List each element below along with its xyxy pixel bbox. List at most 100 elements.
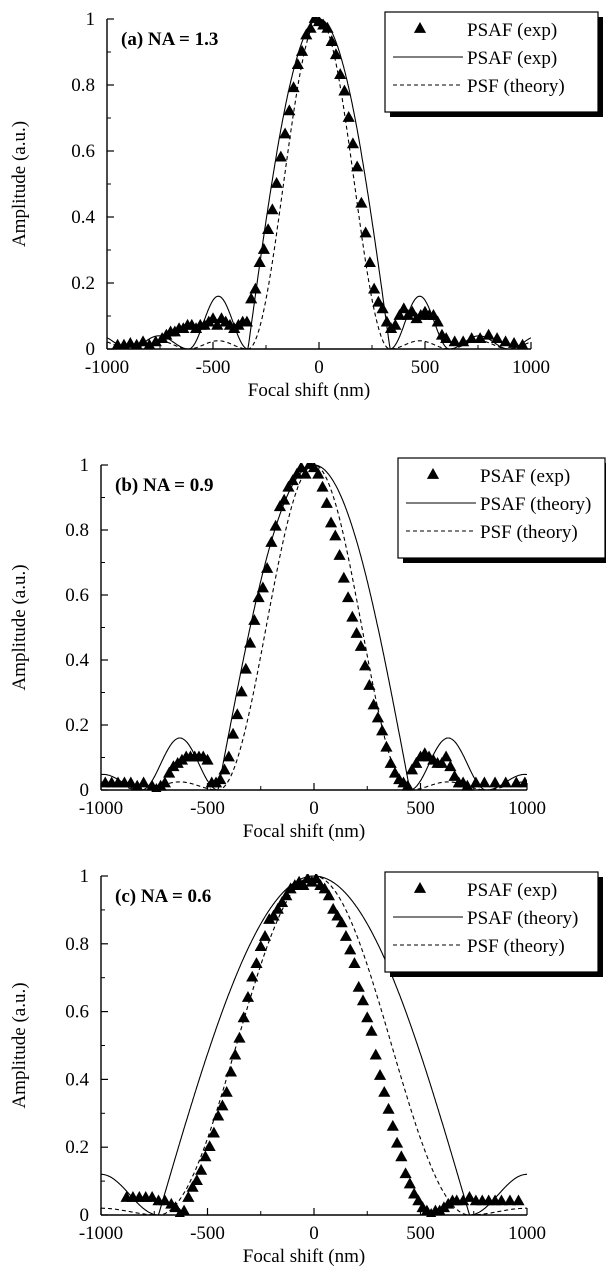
data-point — [403, 1177, 416, 1189]
data-point — [131, 779, 144, 791]
data-point — [325, 35, 338, 46]
y-tick-label: 0.6 — [65, 1002, 89, 1023]
data-point — [378, 1085, 391, 1097]
plot-area — [101, 463, 527, 792]
y-tick-label: 0.2 — [65, 715, 89, 736]
data-point — [233, 1031, 246, 1043]
data-point — [239, 662, 252, 674]
data-point — [359, 659, 372, 671]
y-tick-label: 0 — [80, 780, 90, 801]
data-point — [310, 874, 323, 884]
data-point — [371, 711, 384, 723]
x-tick-label: 0 — [309, 1223, 319, 1244]
data-point — [373, 1069, 387, 1080]
data-point — [297, 879, 310, 891]
data-point — [380, 315, 393, 327]
legend: PSAF (exp) PSAF (theory) PSF (theory) — [397, 457, 606, 563]
data-point — [235, 685, 248, 697]
data-point — [182, 1191, 195, 1202]
data-point — [295, 45, 309, 56]
y-axis-title: Amplitude (a.u.) — [9, 121, 30, 247]
data-point — [356, 994, 370, 1006]
data-point — [280, 889, 293, 901]
data-point — [291, 58, 304, 70]
data-point — [352, 980, 365, 992]
data-point — [372, 295, 385, 307]
data-point — [304, 21, 317, 33]
data-point — [229, 1048, 242, 1060]
data-point — [461, 779, 474, 791]
data-point — [397, 302, 410, 314]
data-point — [271, 902, 284, 914]
data-point — [265, 536, 278, 547]
data-point — [269, 519, 282, 531]
y-tick-label: 0.4 — [65, 1069, 89, 1090]
y-tick-label: 0.2 — [65, 1137, 89, 1158]
data-point — [250, 957, 263, 968]
data-point — [346, 610, 359, 622]
data-point — [146, 1191, 159, 1202]
data-point — [278, 493, 291, 505]
legend-label: PSF (theory) — [480, 522, 578, 543]
legend: PSAF (exp) PSAF (theory) PSF (theory) — [384, 871, 603, 977]
data-point — [201, 753, 214, 765]
y-tick-label: 0.8 — [65, 520, 89, 541]
data-point — [300, 28, 313, 40]
data-point — [388, 766, 402, 778]
data-point — [512, 1194, 525, 1206]
data-point — [329, 48, 343, 60]
x-tick-label: 500 — [406, 798, 435, 819]
data-point — [137, 776, 150, 788]
data-point — [322, 889, 335, 901]
data-point — [136, 335, 150, 347]
x-tick-label: 500 — [411, 357, 440, 378]
data-point — [256, 581, 269, 593]
x-axis-title: Focal shift (nm) — [243, 1246, 365, 1267]
data-point — [355, 196, 368, 208]
x-tick-label: 1000 — [512, 357, 550, 378]
x-tick-label: -500 — [190, 1223, 225, 1244]
data-point — [389, 318, 402, 330]
data-point — [169, 1201, 182, 1213]
panel-label: (c) NA = 0.6 — [115, 886, 211, 907]
data-point — [448, 770, 461, 781]
x-tick-label: 1000 — [508, 798, 546, 819]
data-point — [295, 463, 308, 473]
data-point — [220, 1085, 233, 1097]
legend-label: PSAF (exp) — [467, 48, 557, 69]
data-point — [431, 315, 444, 327]
data-point — [320, 497, 333, 508]
data-point — [257, 243, 270, 254]
data-point — [363, 256, 376, 268]
data-point — [186, 1180, 199, 1192]
data-point — [212, 1109, 225, 1121]
legend-marker-triangle — [426, 468, 440, 479]
data-point — [408, 1187, 421, 1199]
x-tick-label: -1000 — [79, 1223, 123, 1244]
legend-marker-triangle — [413, 882, 427, 893]
data-point — [463, 1191, 476, 1202]
data-point — [384, 757, 397, 768]
data-point — [254, 940, 267, 952]
data-point — [333, 549, 346, 560]
x-tick-label: -500 — [196, 357, 231, 378]
data-point — [344, 943, 357, 955]
data-point — [376, 302, 389, 314]
data-point — [474, 332, 487, 343]
data-point — [149, 335, 162, 347]
data-point — [318, 882, 331, 894]
data-point — [244, 636, 257, 648]
data-point — [177, 1204, 191, 1216]
legend-label: PSAF (theory) — [467, 908, 578, 929]
data-point — [211, 318, 224, 330]
data-point — [290, 467, 304, 479]
data-point — [312, 467, 325, 479]
data-point — [346, 137, 360, 149]
data-point — [329, 529, 342, 541]
legend-label: PSAF (exp) — [467, 20, 557, 41]
data-point — [241, 991, 255, 1002]
data-point — [499, 335, 512, 347]
chart-panel-1: -1000 -500 0 500 1000 0 0.2 0.4 0.6 0.8 1 Focal shi… — [9, 9, 603, 401]
data-point — [495, 1194, 508, 1206]
